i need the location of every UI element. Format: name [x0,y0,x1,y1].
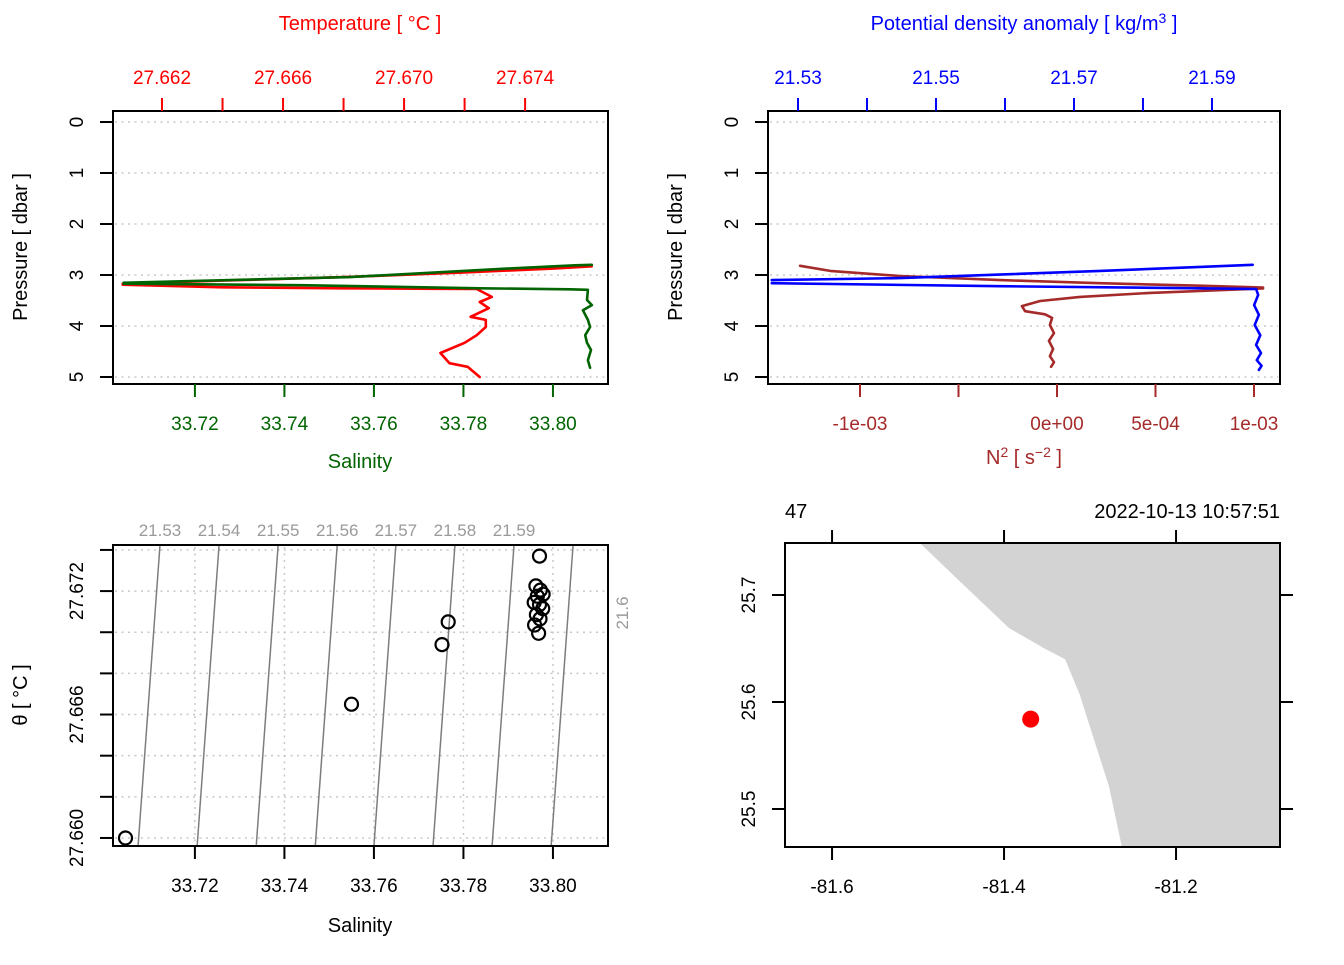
isopycnal-label: 21.55 [257,521,300,540]
ts-sample [530,625,547,641]
tick-label: 25.7 [739,577,760,614]
land-polygon [919,543,1280,847]
tick-label: 27.670 [375,68,433,89]
axis-title: Salinity [328,915,392,937]
tick-label: 5 [67,372,88,383]
salinity-curve [122,282,594,370]
ts-sample [343,696,360,712]
tick-label: 33.76 [350,414,398,435]
tick-label: 33.72 [171,414,219,435]
profile-temp-sal: 27.662 27.666 27.670 27.674 Temperature [ °C… [10,13,609,473]
isopycnal-label: 21.58 [434,521,477,540]
tick-label: 1e-03 [1230,414,1279,435]
profile-density-n2-frame [767,110,1281,385]
tick-label: 21.53 [774,68,822,89]
ts-sample [434,636,450,653]
tick-label: 33.76 [350,876,398,897]
axis-title: Potential density anomaly [ kg/m3 ] [871,10,1178,35]
temperature-curve [121,283,494,379]
tick-label: 2 [722,219,743,230]
axis-title: θ [ °C ] [10,664,32,725]
tick-label: 0 [67,117,88,128]
axis-title: Temperature [ °C ] [279,13,442,35]
isopycnal-label: 21.59 [493,521,536,540]
isopycnal-label: 21.57 [375,521,418,540]
station-number: 47 [785,501,807,523]
tick-label: 33.80 [529,876,577,897]
isopycnal-label: 21.56 [316,521,359,540]
tick-label: 4 [722,320,743,331]
tick-label: 2 [67,219,88,230]
ts-sample [526,617,543,633]
ts-sample [117,830,134,846]
profile-density-n2: 21.53 21.55 21.57 21.59 Potential density an… [665,10,1281,469]
tick-label: 21.57 [1050,68,1098,89]
axis-title: Pressure [ dbar ] [10,173,32,321]
density-curve [770,281,1263,372]
profile-temp-sal-frame [112,110,609,385]
station-marker [1022,710,1040,728]
tick-label: 0 [722,117,743,128]
tick-label: 27.674 [496,68,555,89]
tick-label: 1 [67,168,88,179]
station-map-frame [784,542,1281,848]
density-curve [770,263,1254,282]
tick-label: 33.80 [529,414,577,435]
station-datetime: 2022-10-13 10:57:51 [1094,501,1280,523]
tick-label: 5e-04 [1131,414,1180,435]
isopycnal-contour [491,544,515,847]
tick-label: -81.6 [810,877,853,898]
ts-diagram: 21.53 21.54 21.55 21.56 21.57 21.58 21.59 21.6 3… [10,521,632,937]
ts-sample [528,607,545,623]
isopycnal-contour [196,544,220,847]
axis-title: Salinity [328,451,392,473]
isopycnal-label: 21.6 [613,596,632,629]
tick-label: 33.74 [261,414,309,435]
station-map: -81.6 -81.4 -81.2 25.7 25.6 25.5 47 2022-10-13 … [739,501,1293,898]
isopycnal-contour [255,544,279,847]
tick-label: 33.78 [440,414,488,435]
tick-label: 27.660 [67,809,88,867]
tick-label: 25.6 [739,684,760,721]
tick-label: 27.666 [254,68,312,89]
tick-label: 3 [67,270,88,281]
isopycnal-contour [373,544,397,847]
tick-label: 33.74 [261,876,309,897]
tick-label: 21.55 [912,68,960,89]
tick-label: 3 [722,270,743,281]
tick-label: 27.662 [133,68,191,89]
tick-label: 33.72 [171,876,219,897]
isopycnal-contour [550,544,574,847]
tick-label: 0e+00 [1030,414,1083,435]
axis-title: Pressure [ dbar ] [665,173,687,321]
isopycnal-contour [137,544,161,847]
ts-sample [531,548,548,564]
tick-label: 33.78 [440,876,488,897]
tick-label: 27.672 [67,562,88,620]
tick-label: -81.4 [982,877,1026,898]
axis-title: N2 [ s−2 ] [986,444,1062,469]
tick-label: 21.59 [1188,68,1236,89]
isopycnal-contour [432,544,456,847]
ts-sample [440,614,456,630]
tick-label: -1e-03 [833,414,888,435]
isopycnal-contour [314,544,338,847]
tick-label: 1 [722,168,743,179]
salinity-curve [122,263,594,284]
tick-label: 4 [67,320,88,331]
ts-diagram-frame [112,544,609,847]
tick-label: 27.666 [67,685,88,743]
ts-sample [531,596,548,613]
n2-curve [1020,287,1265,369]
isopycnal-label: 21.54 [198,521,241,540]
tick-label: 25.5 [739,791,760,828]
n2-curve [798,264,1265,289]
tick-label: 5 [722,372,743,383]
tick-label: -81.2 [1154,877,1197,898]
isopycnal-label: 21.53 [139,521,182,540]
